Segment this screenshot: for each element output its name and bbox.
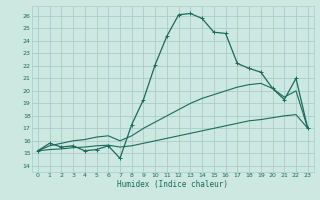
X-axis label: Humidex (Indice chaleur): Humidex (Indice chaleur) <box>117 180 228 189</box>
